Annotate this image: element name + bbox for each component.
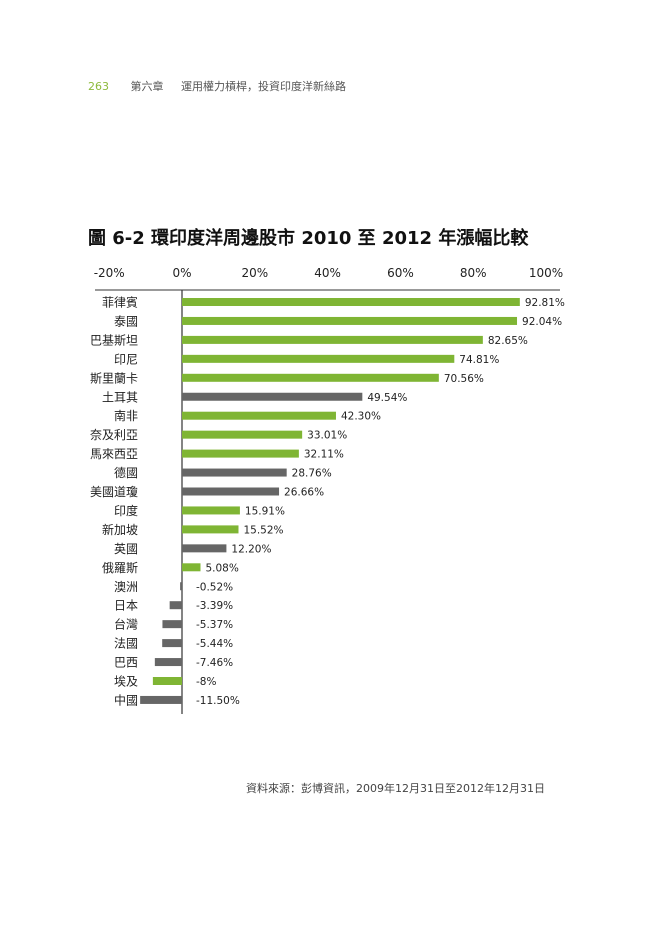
chapter-title: 運用權力槓桿，投資印度洋新絲路 xyxy=(181,80,346,93)
data-label: -8% xyxy=(196,676,216,688)
category-label: 日本 xyxy=(114,599,138,613)
bar xyxy=(182,298,520,306)
figure-source: 資料來源：彭博資訊，2009年12月31日至2012年12月31日 xyxy=(246,782,545,795)
bar xyxy=(180,582,182,591)
bar xyxy=(182,544,227,553)
data-label: -7.46% xyxy=(196,657,233,669)
data-label: 12.20% xyxy=(231,543,271,555)
bar xyxy=(169,601,182,610)
bar xyxy=(182,316,518,325)
category-label: 法國 xyxy=(114,637,138,651)
category-label: 中國 xyxy=(114,692,138,707)
bar xyxy=(182,430,303,439)
data-label: -0.52% xyxy=(196,581,233,593)
data-label: 28.76% xyxy=(292,468,332,480)
category-label: 奈及利亞 xyxy=(90,428,138,442)
bar xyxy=(154,658,182,667)
page-header: 263 第六章 運用權力槓桿，投資印度洋新絲路 xyxy=(88,78,346,94)
category-label: 巴基斯坦 xyxy=(90,333,138,347)
data-label: 26.66% xyxy=(284,487,324,499)
data-label: -3.39% xyxy=(196,600,233,612)
x-tick-label: 100% xyxy=(529,266,563,280)
bar xyxy=(140,695,182,704)
category-label: 美國道瓊 xyxy=(90,484,138,499)
bar xyxy=(182,354,455,363)
category-label: 菲律賓 xyxy=(102,295,138,310)
bar-chart: -20% 0% 20% 40% 60% 80% 100% 菲律賓 92.81% 泰國 92.04% 巴… xyxy=(90,266,565,714)
data-label: 82.65% xyxy=(488,335,528,347)
bar xyxy=(182,373,439,382)
bar xyxy=(182,392,363,401)
data-label: 5.08% xyxy=(205,562,238,574)
bar xyxy=(182,525,239,534)
data-label: 42.30% xyxy=(341,411,381,423)
bar xyxy=(162,620,182,629)
x-tick-label: 20% xyxy=(241,266,268,280)
category-label: 新加坡 xyxy=(102,522,138,537)
bar xyxy=(182,468,287,477)
data-label: 49.54% xyxy=(367,392,407,404)
category-label: 土耳其 xyxy=(102,390,138,404)
x-tick-label: 80% xyxy=(460,266,487,280)
category-label: 俄羅斯 xyxy=(102,561,138,575)
bar xyxy=(162,639,182,648)
category-label: 南非 xyxy=(114,408,138,423)
bar xyxy=(152,677,182,685)
data-label: -5.37% xyxy=(196,619,233,631)
category-label: 印尼 xyxy=(114,352,138,366)
data-label: -5.44% xyxy=(196,638,233,650)
category-label: 斯里蘭卡 xyxy=(90,371,138,385)
bar xyxy=(182,487,280,496)
category-label: 印度 xyxy=(114,503,138,518)
x-tick-label: 0% xyxy=(172,266,191,280)
category-label: 德國 xyxy=(114,465,138,480)
category-label: 台灣 xyxy=(114,617,138,632)
bar xyxy=(182,506,240,515)
category-label: 埃及 xyxy=(114,675,138,689)
x-tick-label: 40% xyxy=(314,266,341,280)
data-label: 15.52% xyxy=(243,524,283,536)
data-label: 74.81% xyxy=(459,354,499,366)
data-label: 92.81% xyxy=(525,297,565,309)
chapter-label: 第六章 xyxy=(130,80,164,93)
data-label: 32.11% xyxy=(304,449,344,461)
data-label: 15.91% xyxy=(245,505,285,517)
data-label: 33.01% xyxy=(307,430,347,442)
x-tick-label: 60% xyxy=(387,266,414,280)
bar xyxy=(182,449,299,458)
figure-title: 圖 6-2 環印度洋周邊股市 2010 至 2012 年漲幅比較 xyxy=(88,228,529,249)
data-label: 92.04% xyxy=(522,316,562,328)
category-label: 泰國 xyxy=(114,314,138,328)
bar xyxy=(182,563,201,572)
category-label: 澳洲 xyxy=(114,580,138,594)
x-tick-label: -20% xyxy=(94,266,125,280)
data-label: -11.50% xyxy=(196,695,240,707)
bar xyxy=(182,411,336,420)
category-label: 巴西 xyxy=(114,656,138,670)
bar xyxy=(182,335,483,344)
data-label: 70.56% xyxy=(444,373,484,385)
page-number: 263 xyxy=(88,80,109,93)
category-label: 馬來西亞 xyxy=(90,447,138,461)
category-label: 英國 xyxy=(114,542,138,556)
